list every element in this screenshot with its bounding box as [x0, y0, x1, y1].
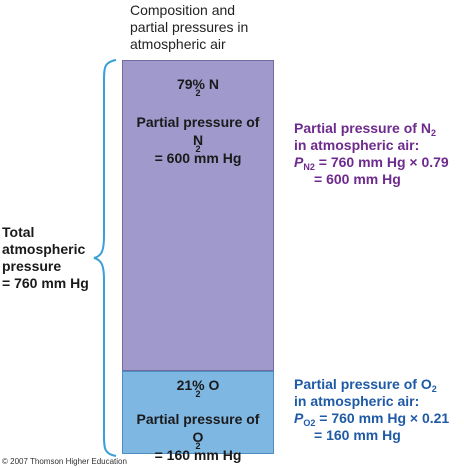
o2-pp-line-1: Partial pressure of	[136, 411, 260, 427]
heading-line-1: Composition and	[130, 2, 236, 18]
n2-eq-title-sub: 2	[430, 128, 436, 138]
o2-pp-symbol: O	[192, 429, 204, 445]
n2-pp-line-1: Partial pressure of	[136, 114, 260, 130]
total-label-line-3: pressure	[2, 258, 62, 274]
o2-eq-title-sub: 2	[431, 384, 437, 394]
n2-pp-symbol: N	[192, 132, 204, 148]
o2-eq-line-2: in atmospheric air:	[294, 393, 420, 409]
n2-eq-line-3: PN2 = 760 mm Hg × 0.79	[294, 154, 464, 172]
n2-eq-calculation: = 760 mm Hg × 0.79	[314, 154, 449, 170]
total-label-line-1: Total	[2, 224, 35, 240]
total-label-line-2: atmospheric	[2, 241, 86, 257]
copyright-notice: © 2007 Thomson Higher Education	[2, 457, 127, 466]
total-pressure-brace	[93, 59, 117, 457]
total-pressure-label: Total atmospheric pressure = 760 mm Hg	[2, 224, 112, 292]
n2-eq-line-2: in atmospheric air:	[294, 137, 420, 153]
o2-partial-pressure-equation: Partial pressure of O2 in atmospheric ai…	[294, 376, 464, 444]
total-label-line-4: = 760 mm Hg	[2, 275, 89, 291]
n2-eq-line-1: Partial pressure of N2	[294, 120, 464, 138]
o2-percent-main: 21% O	[176, 377, 220, 393]
n2-pp-value: = 600 mm Hg	[154, 150, 242, 166]
n2-eq-p-symbol: P	[294, 154, 304, 170]
o2-eq-p-symbol: P	[294, 410, 304, 426]
o2-pp-value: = 160 mm Hg	[154, 447, 242, 463]
n2-eq-p-sub: N2	[303, 162, 315, 172]
o2-eq-title: Partial pressure of O	[294, 376, 432, 392]
n2-percent-main: 79% N	[176, 76, 220, 92]
o2-eq-line-3: PO2 = 760 mm Hg × 0.21	[294, 410, 464, 428]
o2-eq-result: = 160 mm Hg	[314, 427, 401, 443]
o2-eq-line-1: Partial pressure of O2	[294, 376, 464, 394]
n2-partial-pressure-equation: Partial pressure of N2 in atmospheric ai…	[294, 120, 464, 188]
o2-eq-calculation: = 760 mm Hg × 0.21	[315, 410, 450, 426]
heading-line-2: partial pressures in	[130, 19, 249, 35]
n2-eq-result: = 600 mm Hg	[314, 171, 401, 187]
n2-eq-title: Partial pressure of N	[294, 120, 431, 136]
heading-line-3: atmospheric air	[130, 36, 226, 52]
diagram-heading: Composition and partial pressures in atm…	[130, 2, 330, 53]
o2-eq-p-sub: O2	[303, 418, 316, 428]
